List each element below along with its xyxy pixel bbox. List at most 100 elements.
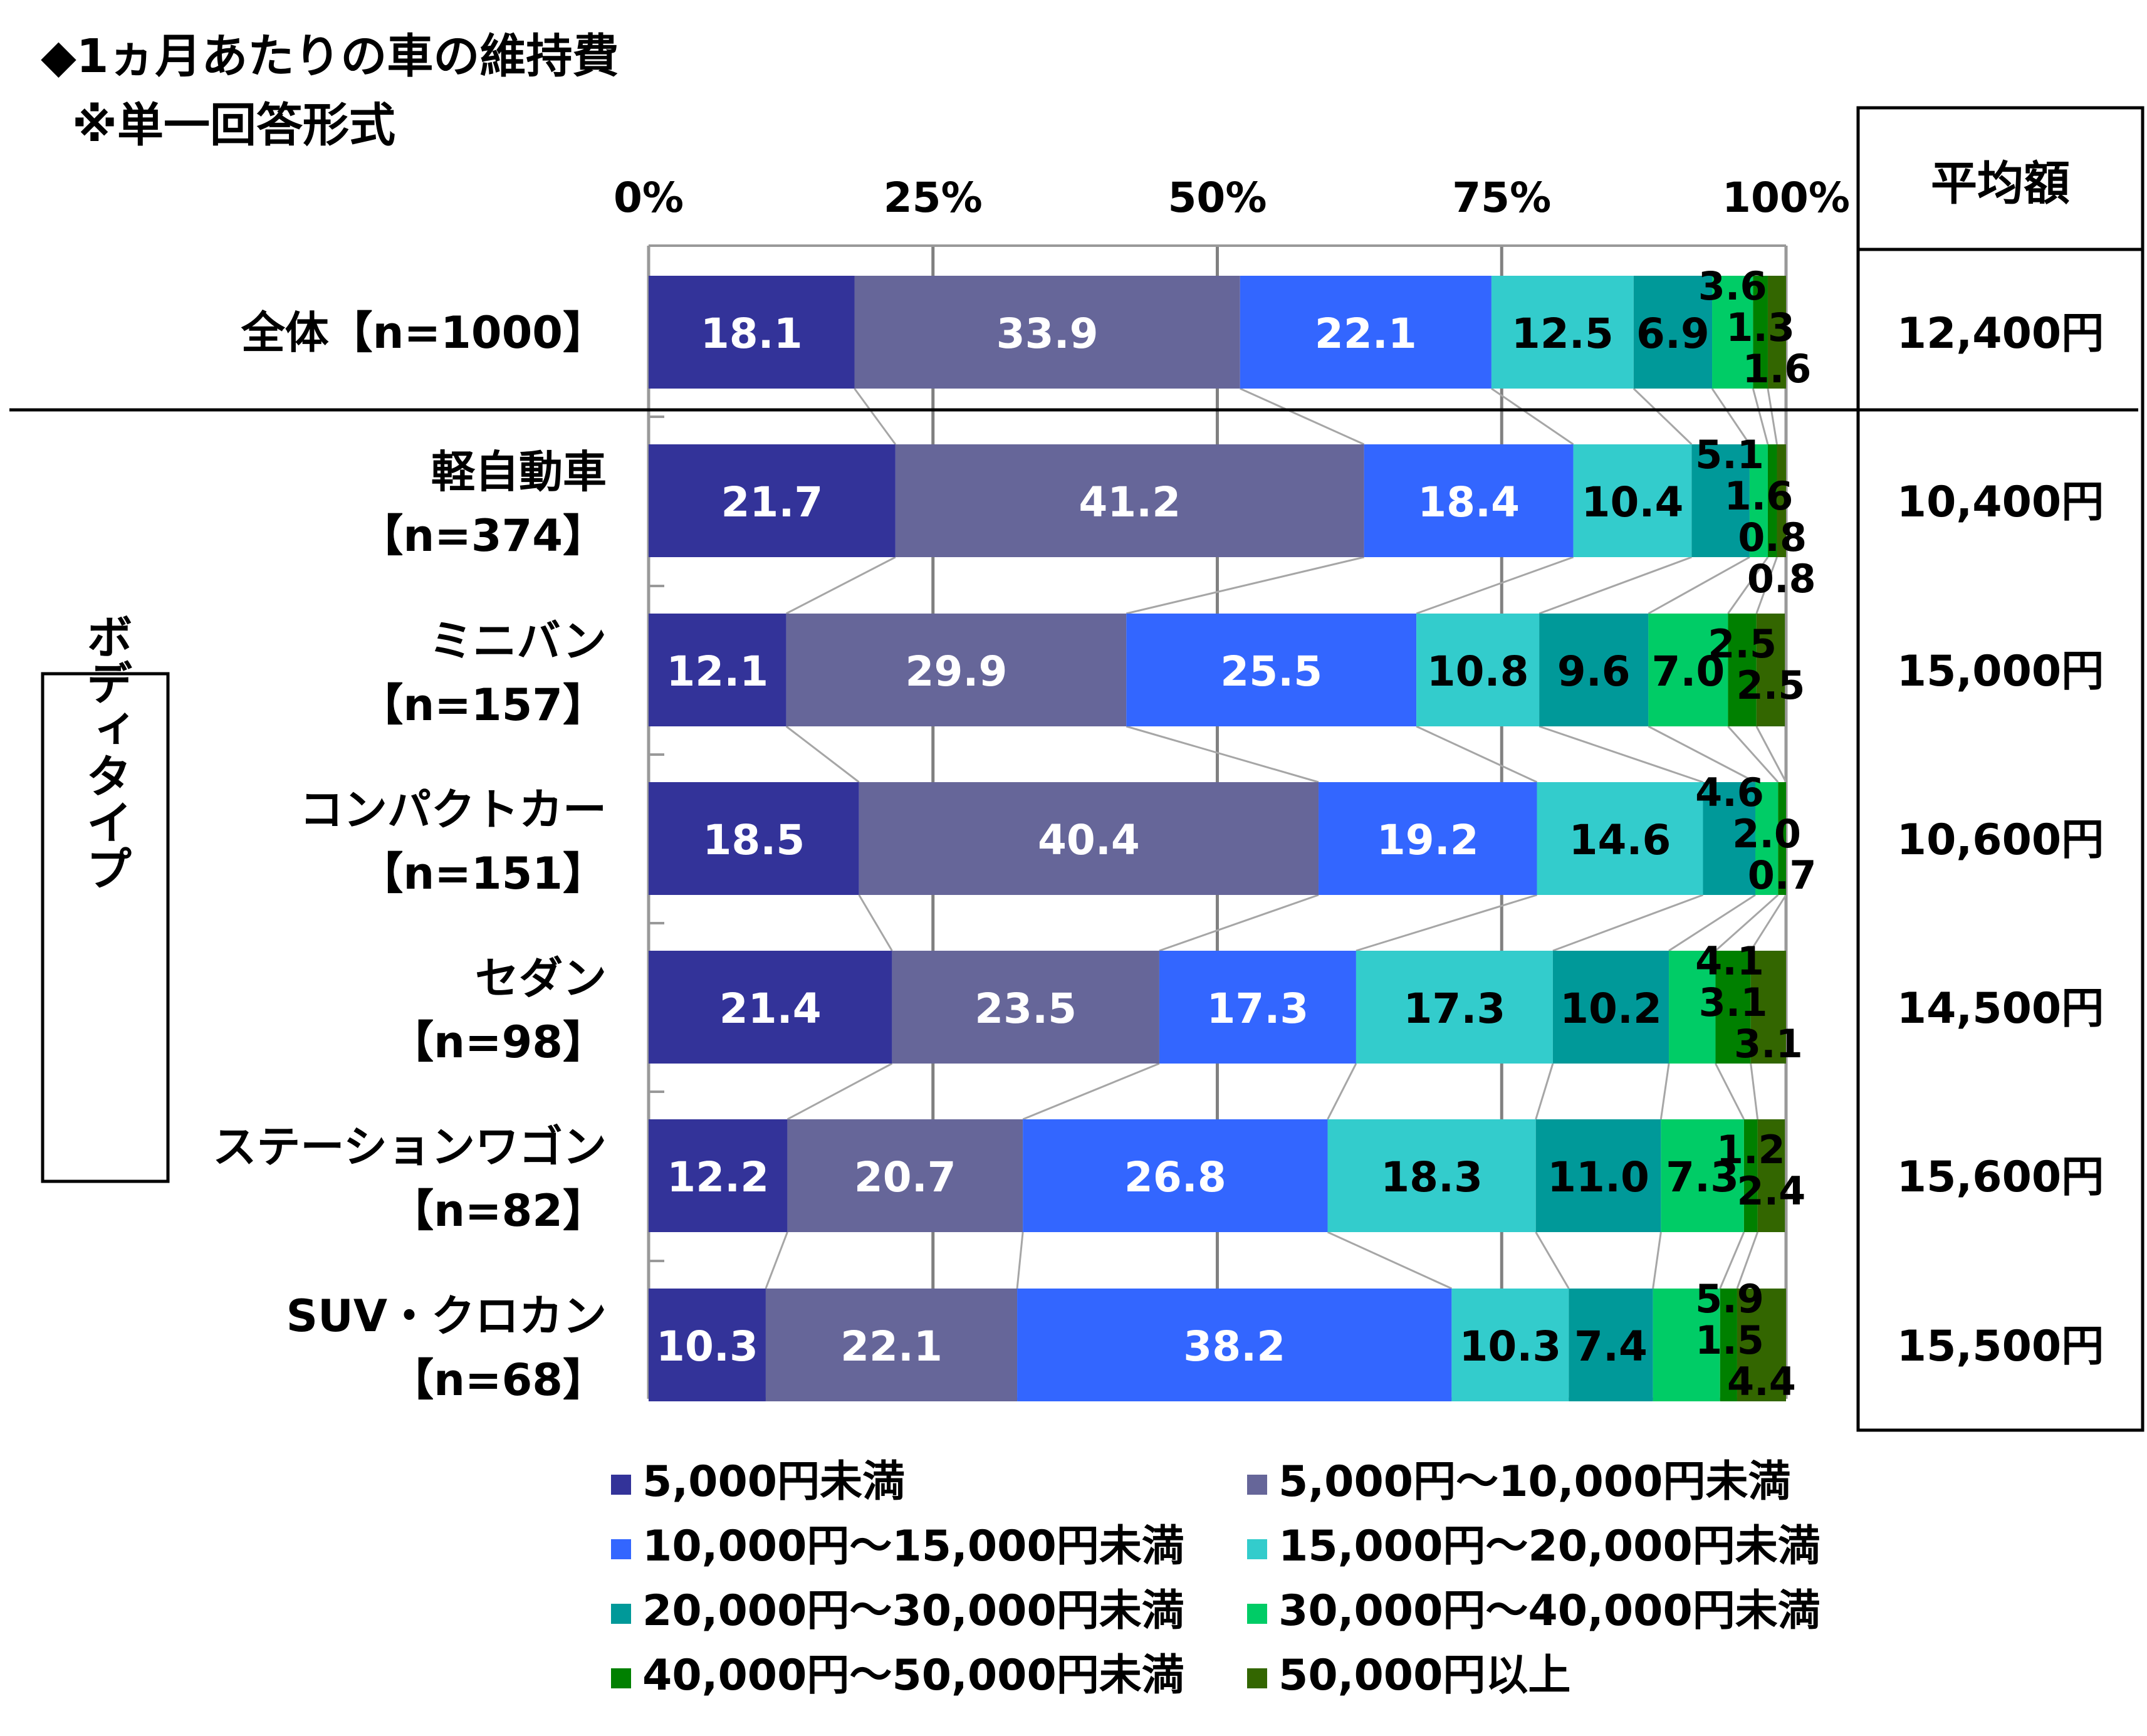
bar-value-label: 21.4 [719, 985, 822, 1033]
bars: 18.1 33.9 22.1 12.5 6.93.61.31.6 21.7 41.2 18.4… [649, 263, 1817, 1404]
row-sample-size: 【n=68】 [390, 1354, 607, 1406]
connector-line [1126, 556, 1364, 615]
connector-line [1750, 894, 1787, 951]
bar-value-label: 17.3 [1207, 985, 1309, 1033]
bar-value-label: 2.0 [1732, 811, 1801, 857]
bar-value-label: 7.0 [1651, 647, 1725, 696]
average-table: 平均額 12,400円 10,400円 15,000円 10,600円 14,500円 1… [1856, 106, 2144, 1432]
bar-value-label: 9.6 [1557, 647, 1631, 696]
bar-value-label: 18.4 [1418, 478, 1520, 526]
row-sample-size: 【n=151】 [359, 848, 607, 899]
legend-label: 30,000円～40,000円未満 [1278, 1586, 1821, 1636]
legend-swatch [611, 1604, 631, 1624]
legend-swatch [1247, 1539, 1267, 1559]
bar-value-label: 19.2 [1377, 816, 1479, 864]
bar-value-label: 1.5 [1695, 1317, 1764, 1363]
bar-segment [1364, 444, 1574, 557]
connector-line [1016, 1231, 1024, 1289]
bar-row: 18.5 40.4 19.2 14.6 4.62.00.7 [649, 770, 1817, 898]
connector-line [1356, 894, 1537, 952]
legend: 5,000円未満 5,000円～10,000円未満 10,000円～15,000円未… [611, 1457, 1821, 1700]
row-labels: 全体【n=1000】軽自動車【n=374】ミニバン【n=157】コンパクトカー【… [212, 307, 607, 1406]
bar-value-label: 0.8 [1738, 515, 1807, 560]
x-tick-label: 75% [1452, 174, 1551, 222]
bar-value-label: 18.5 [703, 816, 805, 864]
bar-value-label: 11.0 [1547, 1153, 1649, 1201]
bar-segment [895, 444, 1364, 557]
legend-swatch [611, 1475, 631, 1495]
bar-segment [1159, 951, 1356, 1064]
bar-segment [1743, 1119, 1758, 1232]
average-value: 10,400円 [1897, 478, 2104, 527]
legend-swatch [1247, 1475, 1267, 1495]
bar-segment [649, 782, 859, 895]
bar-value-label: 7.4 [1574, 1322, 1648, 1371]
connector-line [1327, 1231, 1453, 1290]
bar-row: 12.1 29.9 25.5 10.8 9.6 7.02.52.5 [649, 614, 1805, 726]
average-value: 15,600円 [1897, 1153, 2104, 1202]
connector-line [785, 725, 860, 783]
connector-line [765, 1231, 788, 1289]
bar-segment [1767, 276, 1786, 389]
x-tick-label: 25% [884, 174, 983, 222]
bar-value-label: 20.7 [854, 1153, 956, 1201]
row-label: SUV・クロカン [286, 1290, 607, 1342]
group-label: ボディタイプ [78, 613, 132, 891]
bar-row: 21.4 23.5 17.3 17.3 10.24.13.13.1 [649, 938, 1803, 1067]
bar-segment [1327, 1119, 1536, 1232]
bar-segment [1126, 614, 1417, 726]
bar-segment [787, 1119, 1023, 1232]
chart-subtitle: ※単一回答形式 [72, 98, 395, 152]
bar-value-label: 22.1 [840, 1322, 943, 1371]
connector-line [1022, 1062, 1160, 1121]
chart-title: ◆1ヵ月あたりの車の維持費 [41, 29, 619, 83]
legend-swatch [1247, 1604, 1267, 1624]
bar-value-label: 5.1 [1695, 432, 1764, 478]
bar-segment [765, 1289, 1018, 1401]
bar-value-label: 2.5 [1737, 662, 1805, 708]
connector-line [1755, 557, 1778, 614]
bar-segment [1491, 276, 1634, 389]
bar-value-label: 4.6 [1695, 770, 1764, 815]
connector-line [1719, 1231, 1745, 1289]
bar-value-label: 1.6 [1725, 473, 1794, 519]
connector-line [1755, 726, 1787, 783]
bar-row: 12.2 20.7 26.8 18.3 11.0 7.31.22.4 [649, 1119, 1805, 1232]
bar-segment [1750, 951, 1786, 1064]
bar-segment [1539, 614, 1649, 726]
bar-value-label: 0.7 [1748, 852, 1817, 898]
legend-swatch [611, 1539, 631, 1559]
bar-segment [859, 782, 1319, 895]
connector-line [1711, 388, 1751, 445]
average-value: 14,500円 [1897, 984, 2104, 1033]
legend-label: 5,000円未満 [642, 1457, 905, 1507]
bar-row: 10.3 22.1 38.2 10.3 7.4 5.91.54.4 [649, 1276, 1796, 1404]
bar-segment [1703, 782, 1755, 895]
bar-value-label: 2.5 [1708, 621, 1777, 667]
bar-segment [1661, 1119, 1744, 1232]
bar-segment [1777, 444, 1786, 557]
bar-value-label: 12.1 [666, 647, 768, 696]
bar-segment [1691, 444, 1750, 557]
connector-line [1538, 556, 1692, 615]
bar-value-label: 18.3 [1381, 1153, 1483, 1201]
bar-value-label: 1.2 [1716, 1127, 1785, 1173]
bar-row: 21.7 41.2 18.4 10.45.11.60.80.8 [649, 432, 1816, 602]
bar-row: 18.1 33.9 22.1 12.5 6.93.61.31.6 [649, 263, 1811, 392]
bar-value-label: 6.9 [1636, 310, 1710, 358]
connector-line [1159, 894, 1319, 952]
bar-value-label: 18.1 [701, 310, 803, 358]
series-connector-lines [765, 387, 1787, 1290]
row-label: ミニバン [429, 615, 607, 667]
average-table-frame [1856, 106, 2144, 1432]
row-label: 全体【n=1000】 [241, 307, 607, 358]
bar-value-label: 4.1 [1695, 938, 1764, 984]
bar-value-label: 0.8 [1747, 556, 1816, 602]
bar-value-label: 5.9 [1695, 1276, 1764, 1322]
bar-segment [1728, 614, 1757, 726]
bar-value-label: 10.3 [656, 1322, 758, 1371]
bar-value-label: 29.9 [906, 647, 1008, 696]
bar-segment [1712, 276, 1753, 389]
bar-value-label: 1.3 [1726, 305, 1795, 350]
row-sample-size: 【n=374】 [359, 510, 607, 562]
